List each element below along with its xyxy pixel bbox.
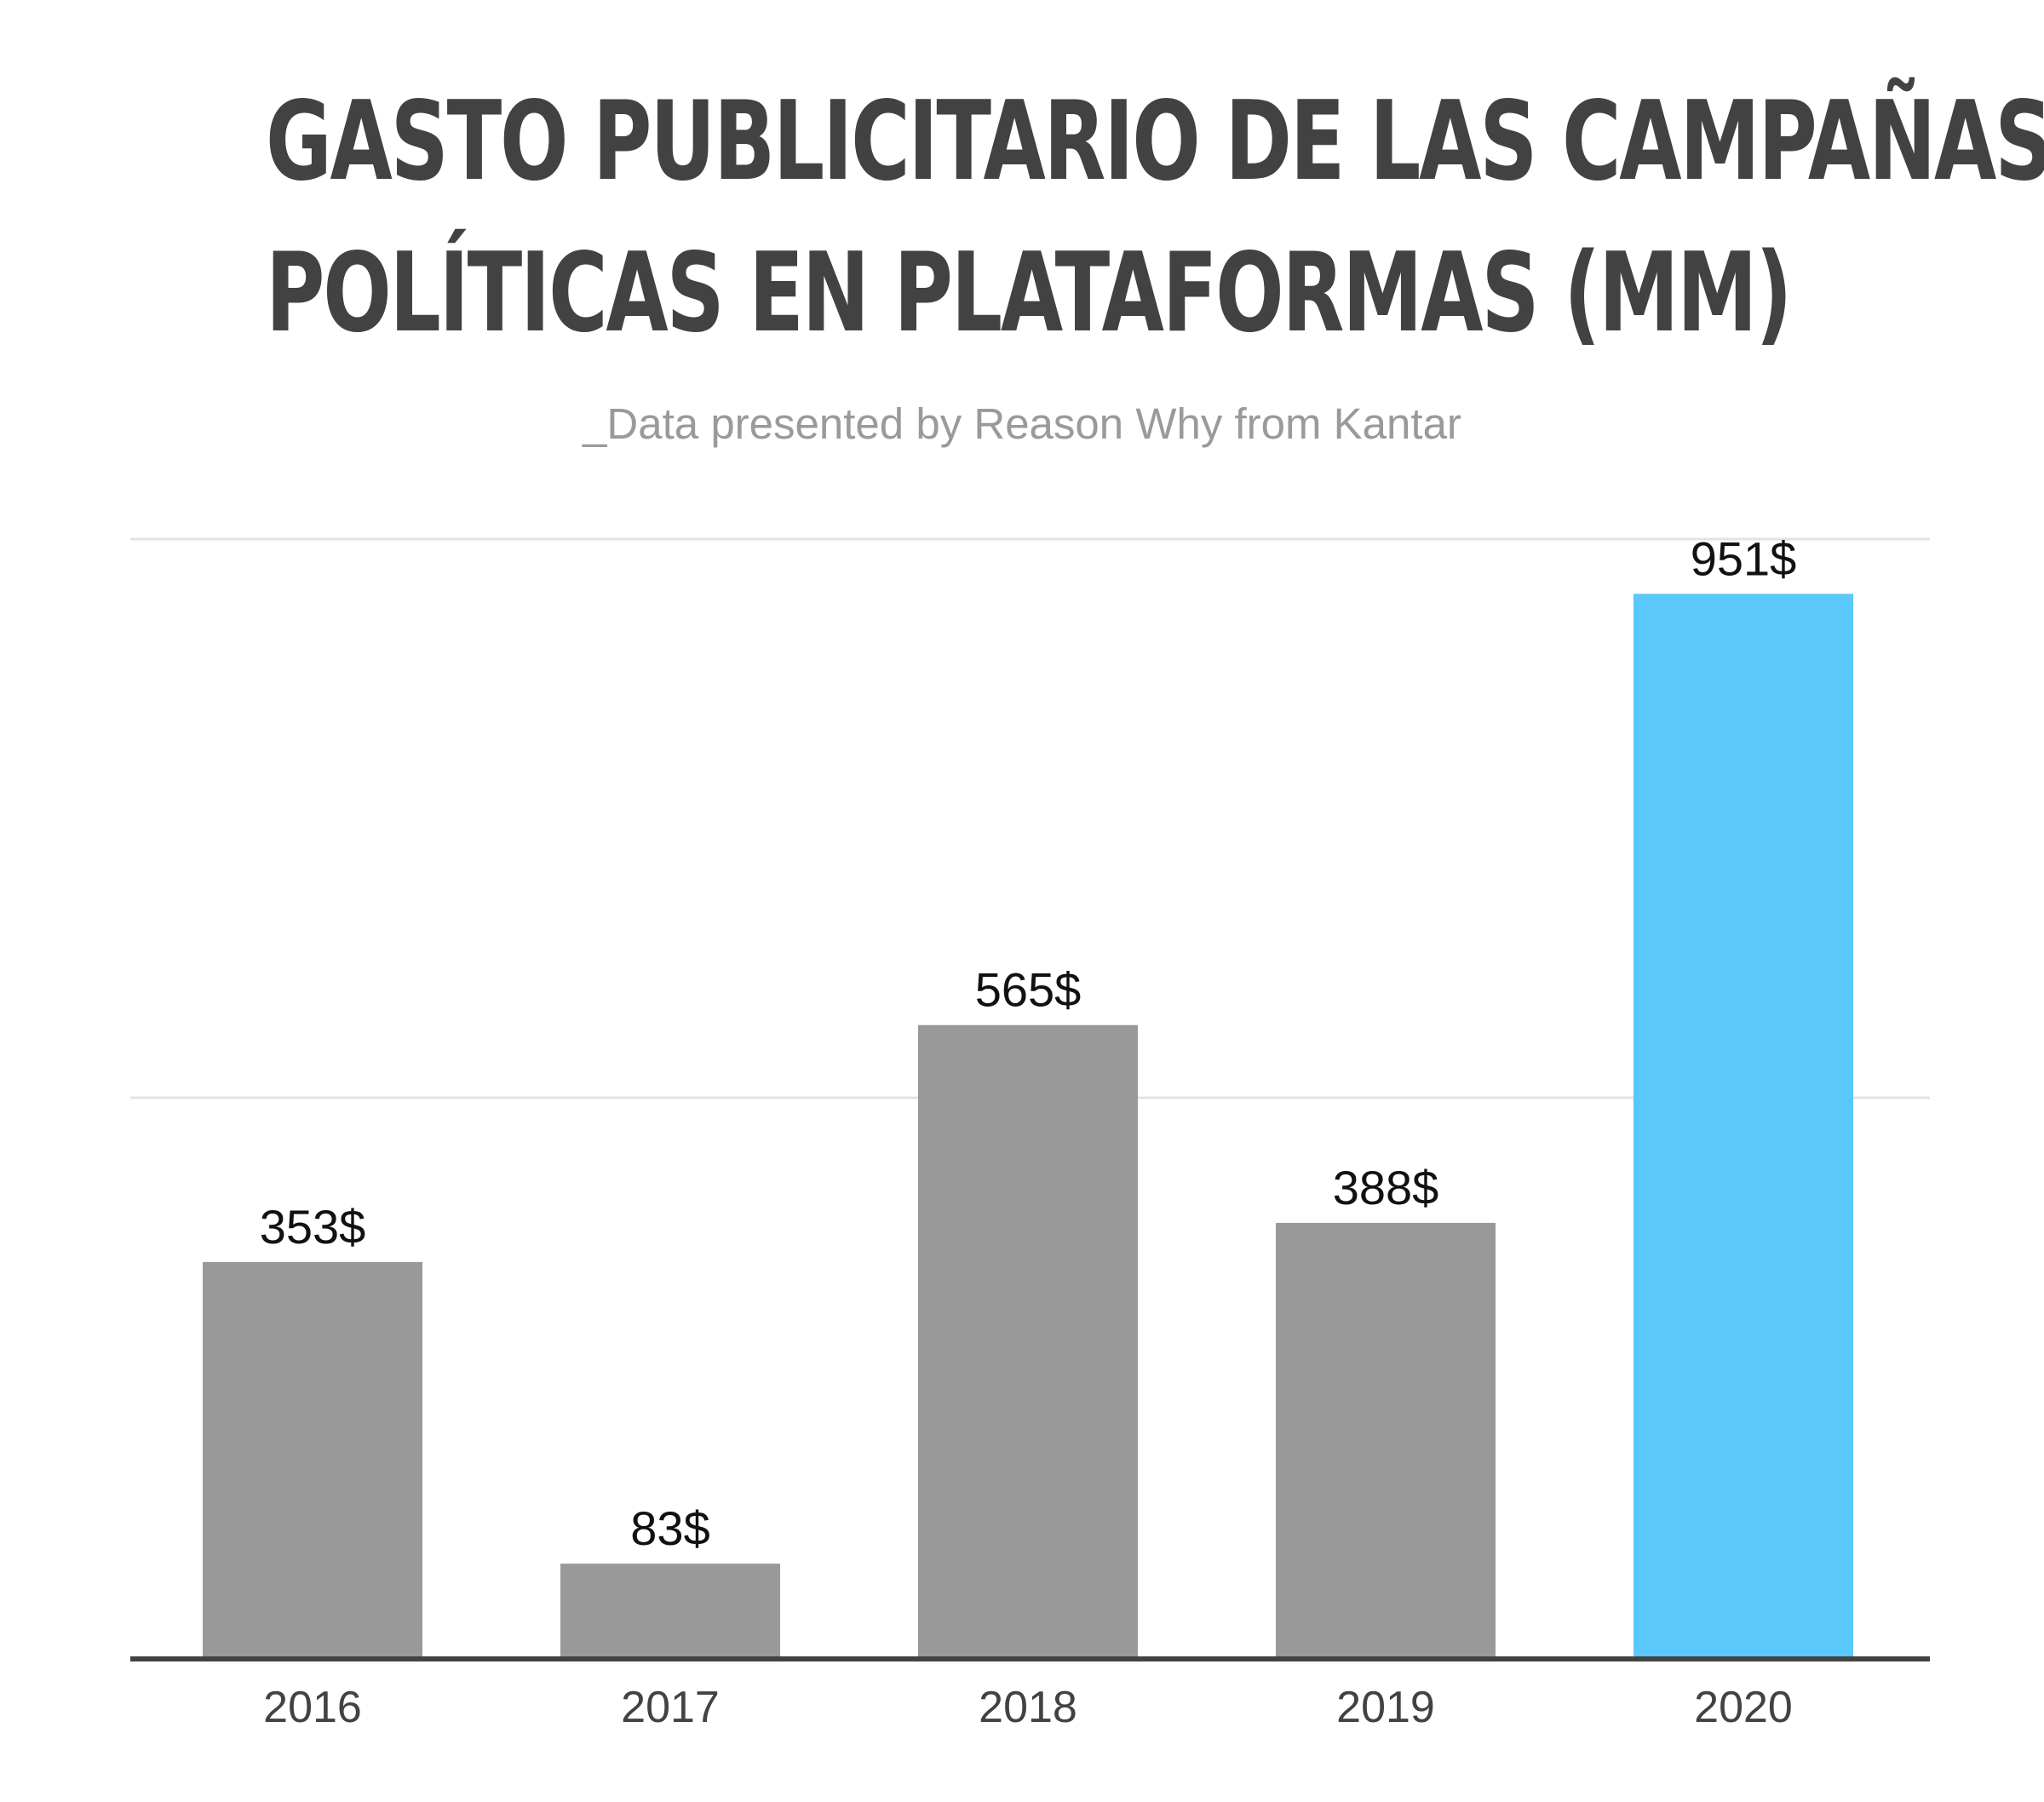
bar-2016 bbox=[203, 1261, 422, 1656]
x-tick-label-2016: 2016 bbox=[263, 1683, 362, 1732]
value-label-2016: 353$ bbox=[260, 1200, 366, 1254]
bar-2018 bbox=[918, 1024, 1138, 1656]
bars bbox=[203, 594, 1853, 1656]
x-tick-label-2018: 2018 bbox=[979, 1683, 1077, 1732]
value-label-2020: 951$ bbox=[1691, 531, 1797, 585]
x-tick-label-2017: 2017 bbox=[621, 1683, 720, 1732]
value-label-2018: 565$ bbox=[975, 963, 1082, 1017]
chart-title: GASTO PUBLICITARIO DE LAS CAMPAÑAS POLÍT… bbox=[266, 66, 2044, 370]
value-label-2017: 83$ bbox=[630, 1501, 709, 1555]
x-tick-label-2020: 2020 bbox=[1694, 1683, 1793, 1732]
value-labels: 353$ 83$ 565$ 388$ 951$ bbox=[260, 531, 1797, 1555]
x-tick-labels: 2016 2017 2018 2019 2020 bbox=[263, 1683, 1793, 1732]
chart-title-line-2: POLÍTICAS EN PLATAFORMAS (MM) bbox=[266, 230, 1793, 357]
chart-title-line-1: GASTO PUBLICITARIO DE LAS CAMPAÑAS bbox=[266, 78, 2044, 205]
chart-subtitle: _Data presented by Reason Why from Kanta… bbox=[583, 399, 1461, 448]
bar-2019 bbox=[1276, 1222, 1496, 1656]
value-label-2019: 388$ bbox=[1333, 1161, 1439, 1214]
bar-2020 bbox=[1633, 594, 1853, 1656]
bar-2017 bbox=[560, 1564, 780, 1656]
x-tick-label-2019: 2019 bbox=[1336, 1683, 1435, 1732]
